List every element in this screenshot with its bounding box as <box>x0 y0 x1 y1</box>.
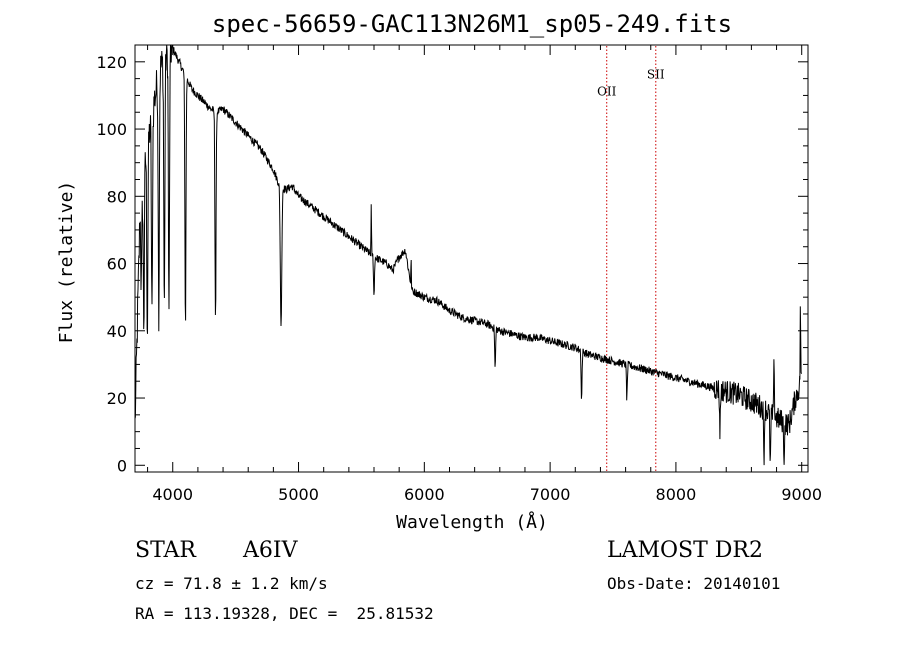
y-tick-label: 100 <box>96 120 127 139</box>
y-tick-label: 0 <box>117 456 127 475</box>
x-tick-label: 6000 <box>404 485 445 504</box>
y-tick-label: 80 <box>107 187 127 206</box>
coordinates-text: RA = 113.19328, DEC = 25.81532 <box>135 604 434 623</box>
y-tick-label: 120 <box>96 53 127 72</box>
line-annotations: OII SII <box>597 46 665 471</box>
y-axis-label: Flux (relative) <box>56 181 77 344</box>
object-class: STAR <box>135 538 196 563</box>
annotation-label: OII <box>597 84 617 98</box>
annotation-label: SII <box>647 68 665 82</box>
spectrum-line <box>134 44 802 466</box>
plot-frame <box>134 44 809 473</box>
x-tick-label: 9000 <box>781 485 822 504</box>
y-tick-label: 40 <box>107 322 127 341</box>
survey-name: LAMOST DR2 <box>607 538 763 563</box>
spectrum-plot: spec-56659-GAC113N26M1_sp05-249.fits 400… <box>56 10 822 533</box>
object-subclass: A6IV <box>243 538 298 563</box>
y-tick-label: 20 <box>107 389 127 408</box>
x-axis: 4000 5000 6000 7000 8000 9000 <box>147 45 822 504</box>
x-tick-label: 7000 <box>530 485 571 504</box>
redshift-text: cz = 71.8 ± 1.2 km/s <box>135 574 328 593</box>
chart-title: spec-56659-GAC113N26M1_sp05-249.fits <box>212 10 732 38</box>
y-axis: 0 20 40 60 80 100 120 <box>96 53 808 475</box>
obs-date-text: Obs-Date: 20140101 <box>607 574 781 593</box>
x-tick-label: 5000 <box>278 485 319 504</box>
x-axis-label: Wavelength (Å) <box>396 511 548 533</box>
x-tick-label: 8000 <box>656 485 697 504</box>
y-tick-label: 60 <box>107 255 127 274</box>
x-tick-label: 4000 <box>152 485 193 504</box>
